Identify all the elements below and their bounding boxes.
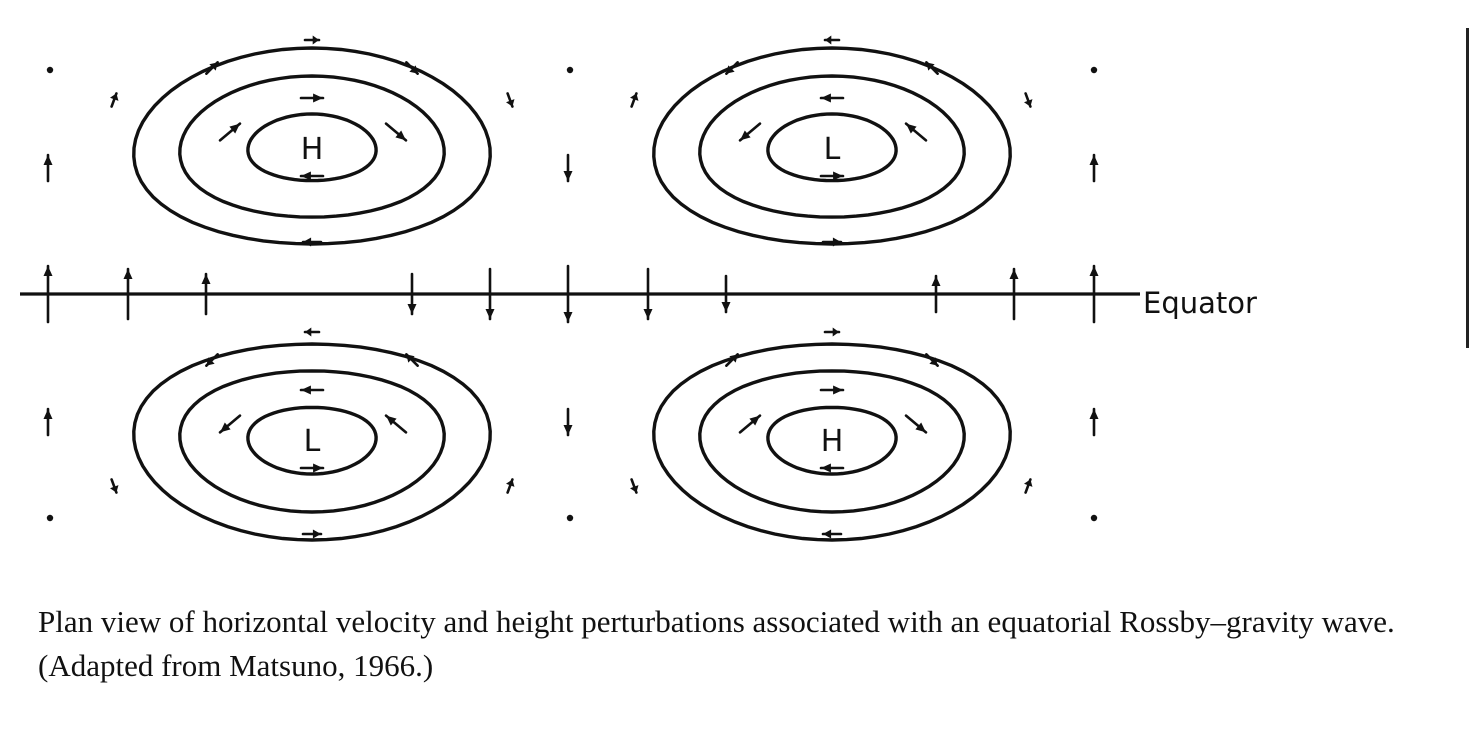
- velocity-arrow: [1089, 264, 1099, 324]
- contour-ring: [178, 369, 446, 514]
- contour-ring: [132, 342, 492, 542]
- velocity-arrow: [925, 353, 939, 367]
- velocity-arrow: [925, 61, 939, 75]
- contour-ring: [652, 342, 1012, 542]
- velocity-dot: [1090, 66, 1098, 74]
- velocity-arrow: [301, 237, 323, 247]
- height-contours: [132, 46, 1012, 542]
- contour-ring: [766, 405, 898, 476]
- velocity-arrow: [218, 414, 242, 434]
- velocity-arrow: [205, 353, 219, 367]
- velocity-dot: [46, 66, 54, 74]
- velocity-arrows: [43, 35, 1099, 539]
- velocity-arrow: [110, 478, 119, 494]
- velocity-arrow: [299, 171, 325, 181]
- scan-edge-mark: [1466, 28, 1469, 348]
- velocity-arrow: [1009, 267, 1019, 321]
- velocity-arrow: [823, 35, 841, 45]
- velocity-arrow: [904, 414, 928, 434]
- velocity-arrow: [1024, 92, 1033, 108]
- velocity-arrow: [43, 153, 53, 183]
- velocity-arrow: [823, 327, 841, 337]
- velocity-arrow: [506, 478, 515, 494]
- velocity-arrow: [819, 385, 845, 395]
- velocity-arrow: [563, 407, 573, 437]
- velocity-arrow: [201, 272, 211, 316]
- equator-label: Equator: [1143, 286, 1257, 320]
- center-label-h: H: [821, 424, 844, 459]
- center-label-l: L: [824, 132, 841, 167]
- velocity-arrow: [819, 171, 845, 181]
- velocity-arrow: [904, 122, 928, 142]
- velocity-arrow: [931, 274, 941, 314]
- velocity-arrow: [301, 529, 323, 539]
- velocity-dot: [566, 66, 574, 74]
- velocity-arrow: [299, 385, 325, 395]
- velocity-arrow: [43, 264, 53, 324]
- velocity-arrow: [506, 92, 515, 108]
- velocity-arrow: [1024, 478, 1033, 494]
- velocity-arrow: [218, 122, 242, 142]
- velocity-arrow: [821, 237, 843, 247]
- contour-ring: [766, 112, 898, 183]
- velocity-arrow: [1089, 407, 1099, 437]
- velocity-arrow: [738, 414, 762, 434]
- velocity-arrow: [299, 463, 325, 473]
- velocity-arrow: [110, 92, 119, 108]
- velocity-arrow: [299, 93, 325, 103]
- velocity-arrow: [821, 529, 843, 539]
- velocity-arrow: [485, 267, 495, 321]
- velocity-arrow: [563, 264, 573, 324]
- velocity-arrow: [819, 463, 845, 473]
- velocity-arrow: [303, 327, 321, 337]
- velocity-arrow: [303, 35, 321, 45]
- contour-ring: [246, 112, 378, 183]
- velocity-arrow: [405, 353, 419, 367]
- center-labels: H L L H: [301, 132, 844, 459]
- velocity-arrow: [630, 478, 639, 494]
- velocity-arrow: [384, 122, 408, 142]
- velocity-arrow: [725, 61, 739, 75]
- velocity-dot: [46, 514, 54, 522]
- velocity-dot: [566, 514, 574, 522]
- velocity-arrow: [384, 414, 408, 434]
- figure-caption: Plan view of horizontal velocity and hei…: [38, 604, 1395, 683]
- velocity-arrow: [1089, 153, 1099, 183]
- velocity-arrow: [738, 122, 762, 142]
- velocity-arrow: [407, 272, 417, 316]
- contour-ring: [178, 74, 446, 219]
- contour-ring: [652, 46, 1012, 246]
- center-label-h: H: [301, 132, 324, 167]
- velocity-arrow: [643, 267, 653, 321]
- contour-ring: [698, 74, 966, 219]
- velocity-arrow: [725, 353, 739, 367]
- velocity-arrow: [123, 267, 133, 321]
- velocity-arrow: [630, 92, 639, 108]
- velocity-arrow: [43, 407, 53, 437]
- contour-ring: [132, 46, 492, 246]
- velocity-arrow: [205, 61, 219, 75]
- velocity-arrow: [721, 274, 731, 314]
- velocity-arrow: [819, 93, 845, 103]
- velocity-dot: [1090, 514, 1098, 522]
- contour-ring: [698, 369, 966, 514]
- contour-ring: [246, 405, 378, 476]
- velocity-arrow: [563, 153, 573, 183]
- velocity-arrow: [405, 61, 419, 75]
- center-label-l: L: [304, 424, 321, 459]
